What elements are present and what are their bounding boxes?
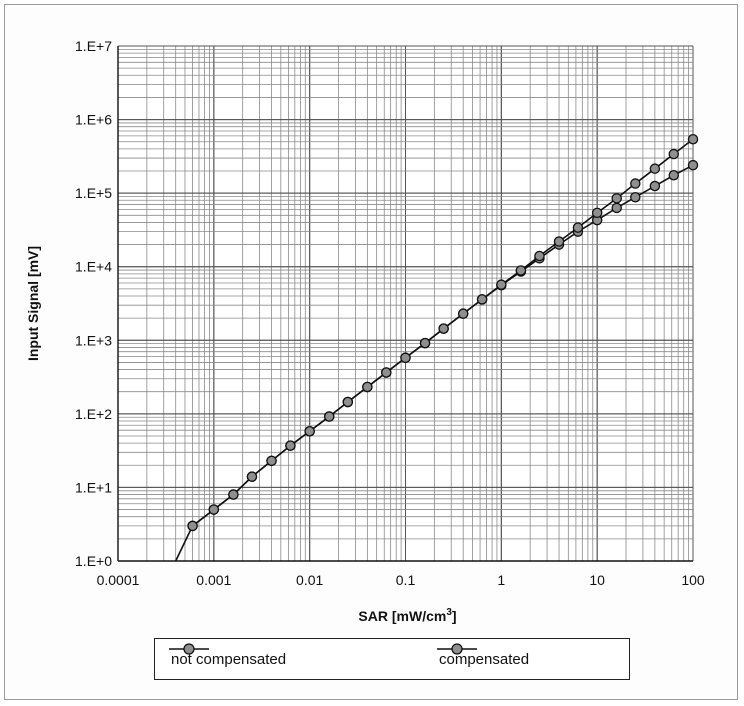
y-tick-label: 1.E+1 <box>75 479 112 495</box>
data-point-not-compensated <box>650 181 659 190</box>
data-point-compensated <box>669 149 678 158</box>
data-point-compensated <box>535 251 544 260</box>
x-axis-title: SAR [mW/cm3] <box>358 607 456 624</box>
y-tick-label: 1.E+4 <box>75 259 112 275</box>
y-tick-label: 1.E+5 <box>75 185 112 201</box>
data-point-compensated <box>478 295 487 304</box>
data-point-not-compensated <box>612 203 621 212</box>
data-point-compensated <box>188 521 197 530</box>
legend-item-compensated: compensated <box>435 639 529 679</box>
data-point-compensated <box>267 456 276 465</box>
data-point-compensated <box>325 412 334 421</box>
x-tick-label: 1 <box>497 572 505 588</box>
data-point-not-compensated <box>688 161 697 170</box>
data-point-compensated <box>382 368 391 377</box>
y-tick-label: 1.E+7 <box>75 38 112 54</box>
chart-legend: not compensated compensated <box>154 638 630 680</box>
data-point-compensated <box>593 208 602 217</box>
data-point-not-compensated <box>631 193 640 202</box>
y-tick-label: 1.E+2 <box>75 406 112 422</box>
data-point-compensated <box>573 223 582 232</box>
data-point-compensated <box>343 397 352 406</box>
data-point-compensated <box>439 324 448 333</box>
data-point-compensated <box>286 441 295 450</box>
x-tick-label: 0.01 <box>296 572 323 588</box>
x-tick-label: 0.1 <box>396 572 416 588</box>
data-point-compensated <box>229 490 238 499</box>
data-point-compensated <box>401 353 410 362</box>
y-axis-title: Input Signal [mV] <box>25 246 41 361</box>
legend-item-not-compensated: not compensated <box>167 639 286 679</box>
y-tick-label: 1.E+3 <box>75 332 112 348</box>
data-point-compensated <box>554 237 563 246</box>
legend-marker-not-compensated <box>167 639 211 659</box>
data-point-compensated <box>631 179 640 188</box>
x-tick-label: 0.0001 <box>97 572 140 588</box>
x-tick-label: 0.001 <box>196 572 231 588</box>
y-tick-label: 1.E+6 <box>75 112 112 128</box>
data-point-compensated <box>363 382 372 391</box>
data-point-compensated <box>247 472 256 481</box>
x-tick-label: 10 <box>589 572 605 588</box>
y-tick-label: 1.E+0 <box>75 553 112 569</box>
data-point-compensated <box>612 194 621 203</box>
legend-marker-compensated <box>435 639 479 659</box>
data-point-compensated <box>497 280 506 289</box>
data-point-compensated <box>209 505 218 514</box>
data-point-compensated <box>459 309 468 318</box>
data-point-compensated <box>305 427 314 436</box>
data-point-compensated <box>420 339 429 348</box>
data-point-compensated <box>688 135 697 144</box>
x-tick-label: 100 <box>681 572 705 588</box>
data-point-compensated <box>650 164 659 173</box>
data-point-not-compensated <box>669 171 678 180</box>
data-point-compensated <box>516 266 525 275</box>
